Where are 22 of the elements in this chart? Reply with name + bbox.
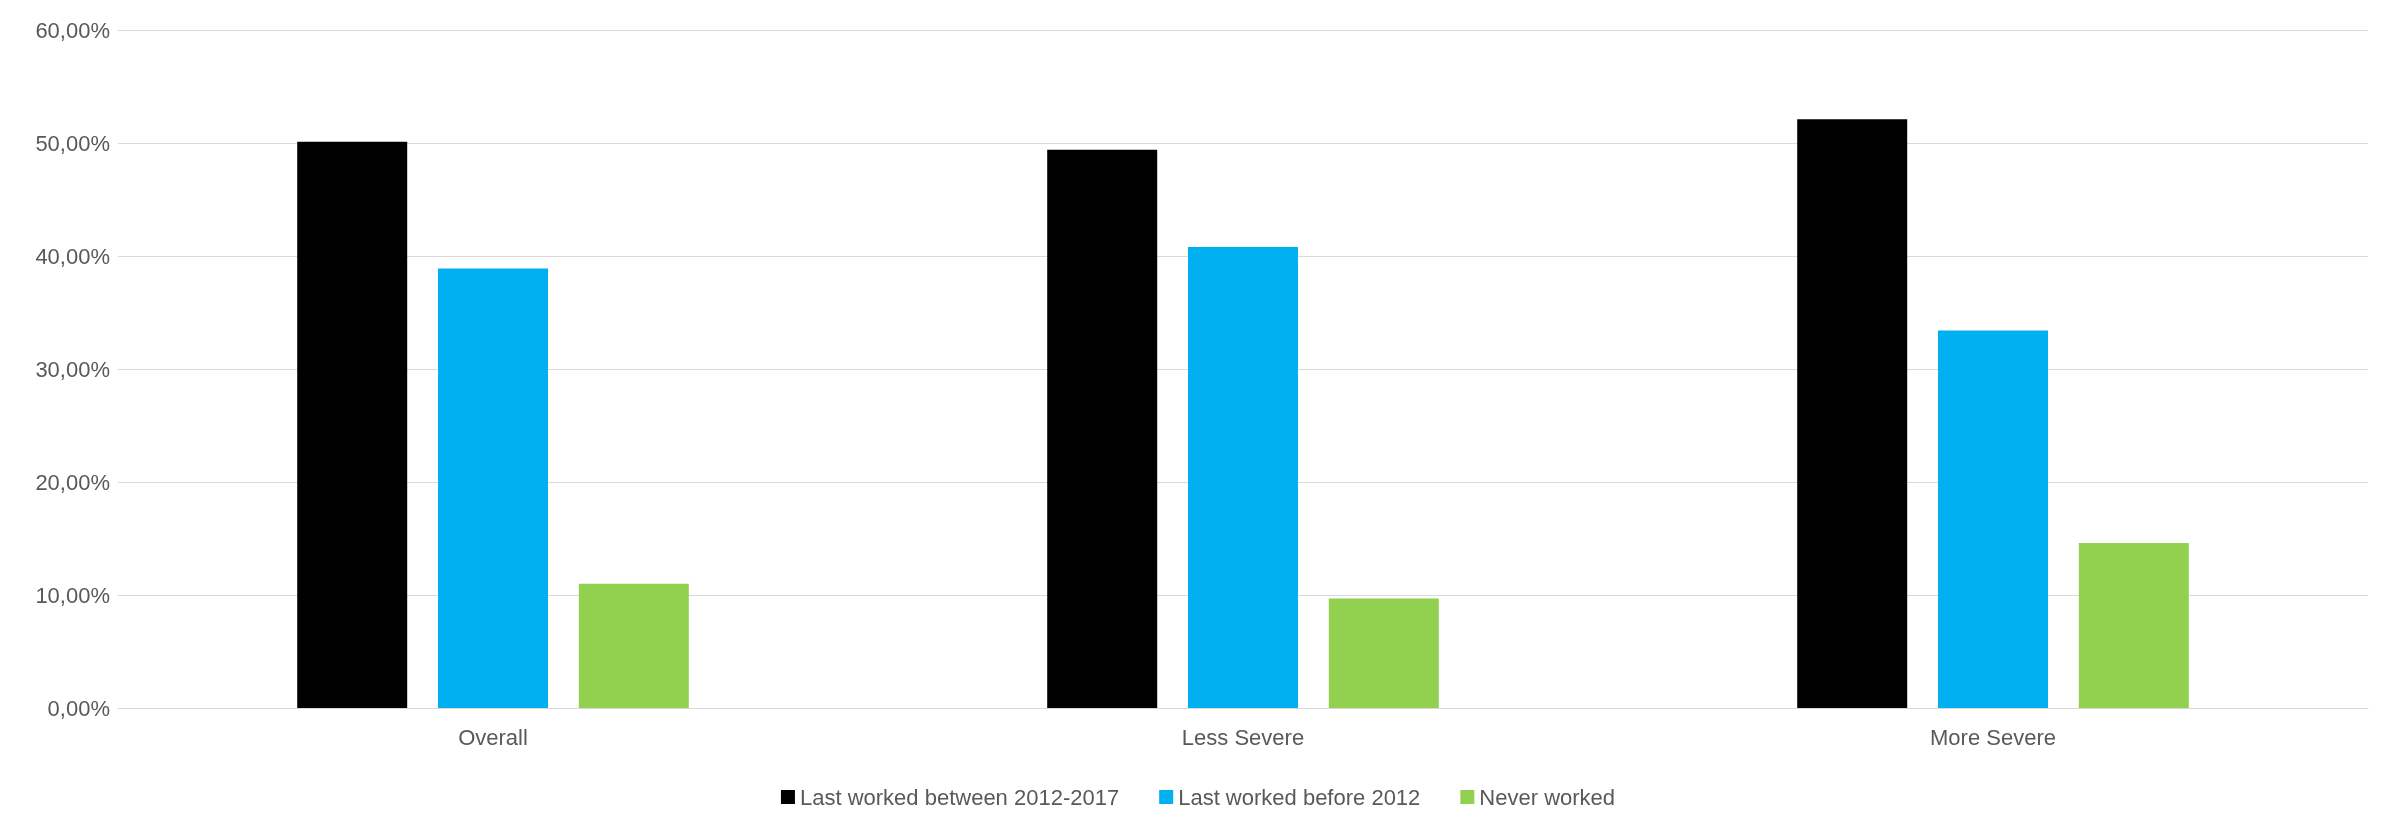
bar <box>438 268 548 708</box>
y-tick-label: 50,00% <box>35 130 110 156</box>
bar <box>578 583 689 708</box>
y-tick-label: 10,00% <box>35 582 110 608</box>
y-tick-label: 60,00% <box>35 17 110 43</box>
legend-label: Never worked <box>1479 784 1616 810</box>
bar <box>1047 149 1158 708</box>
y-tick-label: 20,00% <box>35 469 110 495</box>
x-tick-label: More Severe <box>1930 724 2056 750</box>
bar <box>1188 246 1298 708</box>
bar <box>2078 543 2189 708</box>
y-tick-label: 40,00% <box>35 243 110 269</box>
legend-label: Last worked before 2012 <box>1178 784 1421 810</box>
x-tick-label: Overall <box>458 724 528 750</box>
bar <box>297 141 408 708</box>
y-tick-label: 30,00% <box>35 356 110 382</box>
bar <box>1328 598 1439 708</box>
bar <box>1938 330 2048 708</box>
y-tick-label: 0,00% <box>47 695 110 721</box>
x-tick-label: Less Severe <box>1181 724 1305 750</box>
bar <box>1797 119 1908 708</box>
legend-label: Last worked between 2012-2017 <box>799 784 1120 810</box>
